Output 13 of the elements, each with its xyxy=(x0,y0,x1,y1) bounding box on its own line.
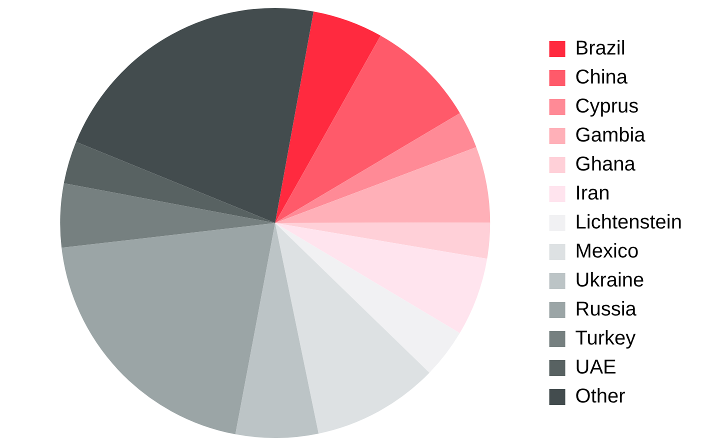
legend-label: Ukraine xyxy=(575,270,644,292)
legend-label: Gambia xyxy=(575,124,646,147)
legend-label: Brazil xyxy=(575,38,626,60)
legend-label: Russia xyxy=(575,298,638,321)
legend-label: Turkey xyxy=(575,328,636,350)
legend-label: Other xyxy=(575,386,626,408)
legend-label: Cyprus xyxy=(575,96,639,118)
legend-label: Lichtenstein xyxy=(575,212,682,234)
legend-label: UAE xyxy=(575,356,616,379)
legend-label: Mexico xyxy=(575,240,639,263)
legend-label: China xyxy=(575,66,628,89)
legend-label: Iran xyxy=(575,182,610,205)
legend-label: Ghana xyxy=(575,154,636,176)
